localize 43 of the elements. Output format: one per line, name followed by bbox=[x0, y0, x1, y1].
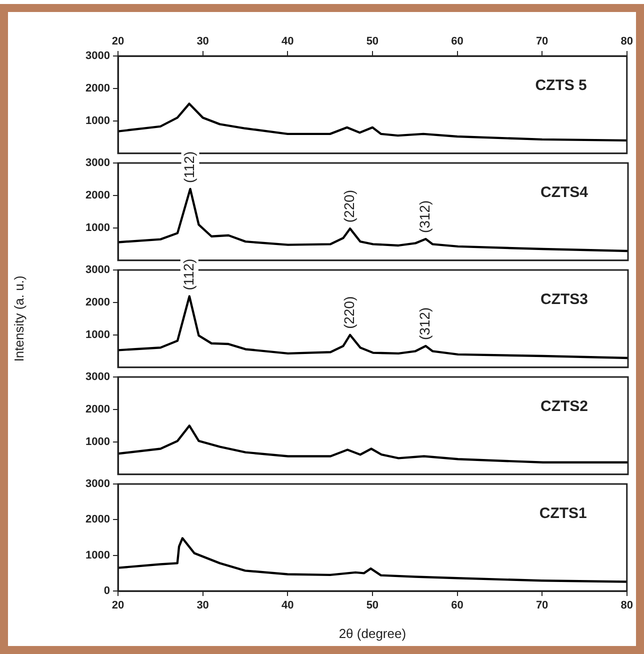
annotation: CZTS2 bbox=[540, 398, 588, 416]
x-tick-label: 40 bbox=[282, 600, 294, 612]
x-tick-label: 20 bbox=[112, 600, 124, 612]
annotation: CZTS1 bbox=[539, 505, 587, 522]
x2-tick-label: 40 bbox=[282, 35, 294, 48]
y-tick-label: 3000 bbox=[86, 50, 110, 62]
y-tick-label: 2000 bbox=[86, 404, 110, 416]
y-tick-label: 1000 bbox=[86, 114, 110, 127]
y-tick-label: 1000 bbox=[86, 328, 110, 341]
y-tick-label: 2000 bbox=[86, 82, 110, 94]
annotation: (312) bbox=[416, 200, 433, 233]
y-axis-title: Intensity (a. u.) bbox=[11, 276, 26, 362]
x2-tick-label: 50 bbox=[366, 35, 379, 48]
y-tick-label: 2000 bbox=[86, 190, 110, 202]
x-tick-label: 30 bbox=[196, 600, 209, 612]
y-tick-label: 2000 bbox=[86, 296, 110, 308]
y-tick-label: 1000 bbox=[86, 549, 110, 562]
x2-tick-label: 60 bbox=[451, 35, 464, 48]
annotation: CZTS4 bbox=[540, 184, 589, 202]
y-tick-label: 2000 bbox=[86, 514, 110, 526]
annotation: (220) bbox=[340, 190, 357, 223]
y-tick-label: 3000 bbox=[86, 371, 110, 384]
x-tick-label: 60 bbox=[451, 600, 464, 612]
x2-tick-label: 70 bbox=[536, 35, 548, 48]
y-tick-label: 3000 bbox=[86, 478, 110, 490]
x2-tick-label: 80 bbox=[620, 35, 634, 48]
x-tick-label: 70 bbox=[536, 600, 548, 612]
x-tick-label: 50 bbox=[366, 600, 379, 612]
y-tick-label: 0 bbox=[104, 585, 110, 598]
x2-tick-label: 30 bbox=[196, 35, 209, 48]
x-tick-label: 80 bbox=[620, 600, 634, 612]
annotation: (112) bbox=[180, 258, 196, 290]
annotation: CZTS 5 bbox=[535, 77, 587, 94]
x-axis-title: 2θ (degree) bbox=[338, 626, 406, 641]
y-tick-label: 3000 bbox=[86, 264, 110, 276]
x2-tick-label: 20 bbox=[112, 35, 124, 48]
y-tick-label: 3000 bbox=[86, 157, 110, 170]
annotation: (312) bbox=[416, 307, 433, 340]
annotation: (220) bbox=[340, 296, 357, 329]
y-tick-label: 1000 bbox=[86, 222, 110, 234]
annotation: (112) bbox=[181, 151, 198, 183]
annotation: CZTS3 bbox=[540, 291, 588, 308]
y-tick-label: 1000 bbox=[86, 436, 110, 448]
